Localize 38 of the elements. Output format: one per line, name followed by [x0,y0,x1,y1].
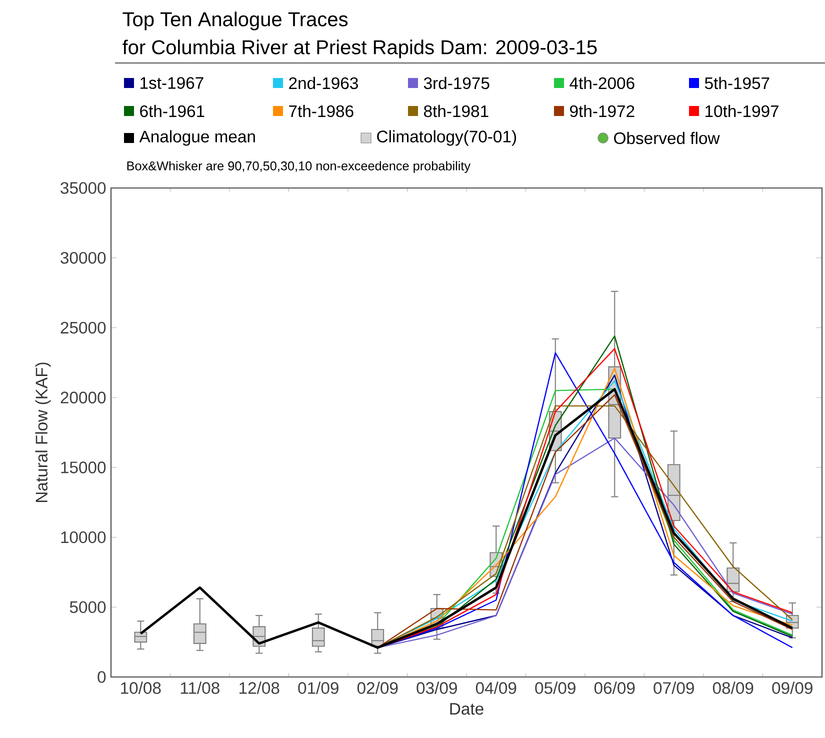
x-tick-label: 01/09 [298,682,338,694]
y-tick-label: 20000 [60,392,106,404]
y-tick-label: 5000 [70,601,106,614]
x-tick-label: 10/08 [121,682,161,694]
legend-label: Observed flow [614,132,720,144]
legend-label: 5th-1957 [704,76,770,90]
chart-subtitle: for Columbia River at Priest Rapids Dam: 2009-03-15 [122,40,597,58]
y-axis-title: Natural Flow (KAF) [35,362,51,502]
x-axis-title: Date [450,703,484,715]
x-tick-label: 06/09 [594,682,635,694]
y-tick-label: 10000 [61,531,106,544]
legend-label: 4th-2006 [570,76,634,90]
legend-label: Climatology(70-01) [377,130,516,146]
x-tick-label: 02/09 [357,682,398,694]
y-tick-label: 30000 [60,252,106,264]
y-tick-label: 25000 [60,322,106,334]
y-tick-label: 35000 [60,182,106,194]
legend-label: 10th-1997 [706,104,778,118]
legend-label: 1st-1967 [140,77,204,89]
x-tick-label: 09/09 [772,682,812,694]
legend-label: 8th-1981 [424,104,488,118]
x-tick-label: 03/09 [416,682,457,694]
legend-label: 9th-1972 [570,104,634,118]
x-tick-label: 11/08 [180,682,220,694]
y-tick-label: 0 [98,671,106,683]
x-tick-label: 05/09 [535,682,576,694]
x-tick-label: 12/08 [240,682,280,694]
legend-label: Analogue mean [139,130,255,146]
legend-label: 3rd-1975 [424,76,490,90]
chart-title: Top Ten Analogue Traces [122,12,348,30]
x-tick-label: 07/09 [654,682,694,694]
legend-label: 6th-1961 [140,104,204,118]
legend-label: 7th-1986 [289,104,354,118]
x-tick-label: 08/09 [712,682,754,694]
y-tick-label: 15000 [61,462,106,474]
text: Box&Whisker are 90,70,50,30,10 non-exceedence probability [127,161,471,173]
x-tick-label: 04/09 [476,682,516,694]
legend-label: 2nd-1963 [289,76,358,90]
